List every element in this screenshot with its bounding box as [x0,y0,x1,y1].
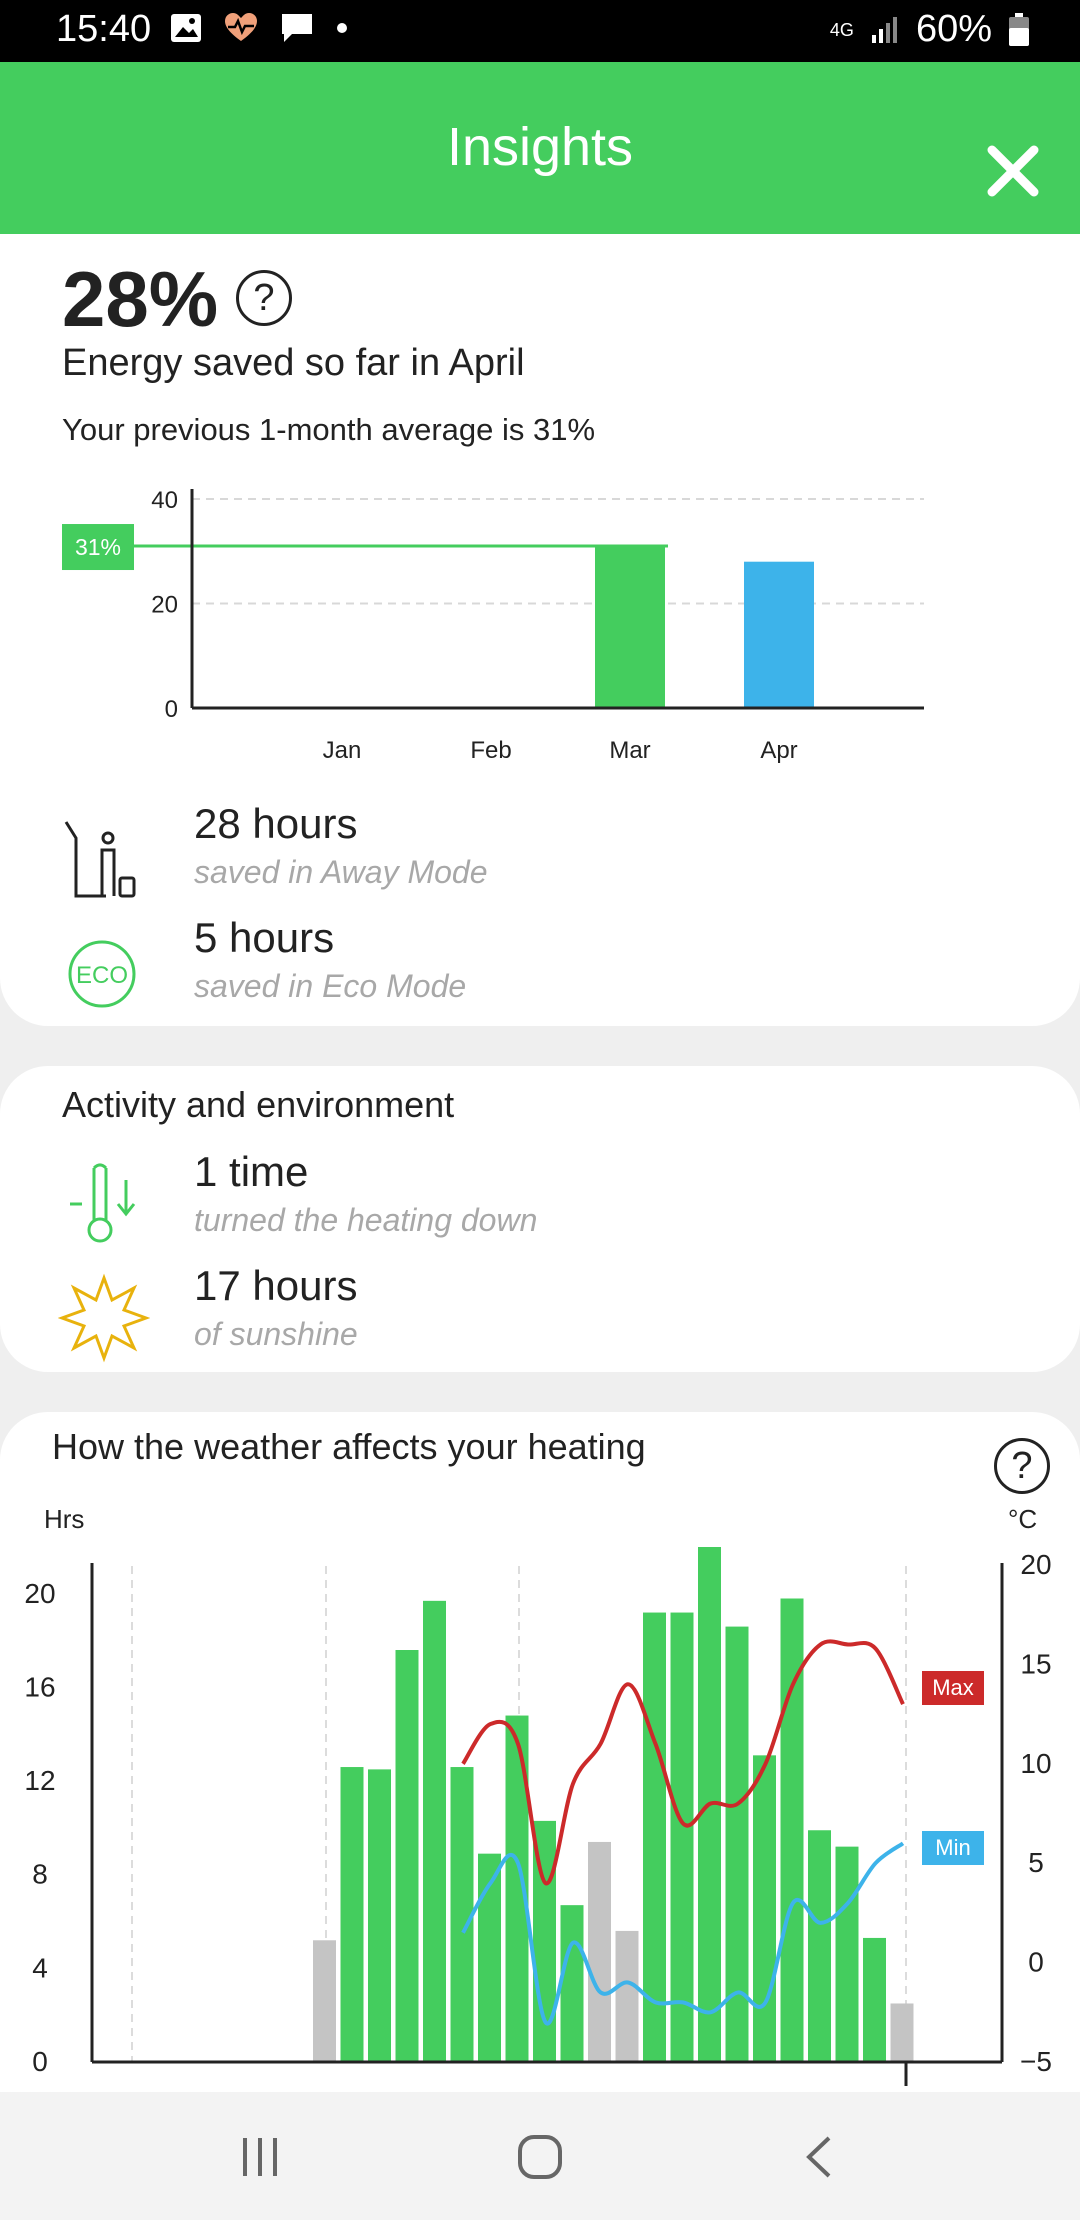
hours-bar [670,1612,694,2062]
temperature-axis-unit: °C [1008,1504,1038,1534]
status-bar: 15:40 4G 60% [0,0,1080,62]
min-label-bg [922,1831,984,1865]
right-tick-label: 15 [1020,1648,1051,1679]
eco-mode-stat: ECO 5 hours saved in Eco Mode [0,914,1080,1024]
energy-headline: Energy saved so far in April [62,342,525,384]
message-icon [282,14,312,42]
activity-title: Activity and environment [62,1084,455,1125]
min-temperature-line [461,1841,905,2026]
hours-bar [615,1930,639,2062]
notification-icons [170,12,348,44]
sunshine-stat: 17 hours of sunshine [0,1262,1080,1372]
page-title: Insights [446,117,634,177]
activity-card: Activity and environment 1 time turned t… [0,1066,1080,1372]
bar-apr [744,561,814,708]
left-tick-label: 0 [32,2046,48,2077]
hours-bar [588,1841,611,2062]
heating-down-value: 1 time [194,1148,309,1195]
heating-down-stat: 1 time turned the heating down [0,1148,1080,1258]
energy-card: 28% ? Energy saved so far in April Your … [0,234,1080,1026]
hours-bar [395,1650,419,2062]
thermometer-down-icon [70,1163,136,1243]
hours-bar [890,2003,914,2062]
heating-down-label: turned the heating down [194,1202,538,1238]
hours-bar [505,1715,529,2062]
weather-title: How the weather affects your heating [52,1426,646,1467]
hours-bar [478,1853,501,2062]
left-tick-label: 8 [32,1859,48,1890]
right-tick-label: 20 [1020,1549,1051,1580]
eco-mode-value: 5 hours [194,914,335,961]
close-icon [987,145,1039,197]
average-label-bg [62,524,134,571]
hours-bar [753,1755,776,2062]
weather-help-button[interactable]: ? [994,1438,1050,1494]
x-tick-label: Apr [760,737,797,764]
help-button[interactable]: ? [236,270,292,326]
hours-bar [808,1830,831,2062]
right-tick-label: 10 [1020,1748,1051,1779]
away-mode-stat: 28 hours saved in Away Mode [0,800,1080,910]
energy-saved-percent: 28% [62,255,219,343]
hours-bar [780,1598,804,2062]
battery-icon [1009,12,1029,46]
max-temperature-line [461,1639,905,1886]
monthly-savings-chart: 0 20 40 Jan Feb Mar Apr 31% [62,487,924,764]
average-label: 31% [75,534,121,560]
hours-bar [368,1769,391,2062]
sun-icon [58,1273,150,1363]
away-mode-value: 28 hours [194,800,358,847]
app-bar: Insights [0,62,1080,234]
navigation-bar [0,2092,1080,2220]
hours-bar [725,1626,749,2062]
right-tick-label: 5 [1028,1847,1044,1878]
y-tick-label: 40 [151,487,178,514]
bar-mar [595,546,665,708]
away-mode-label: saved in Away Mode [194,854,488,890]
energy-subline: Your previous 1-month average is 31% [62,412,596,447]
y-tick-label: 20 [151,592,178,619]
home-button[interactable] [515,2132,565,2182]
max-label: Max [932,1675,974,1700]
battery-percent: 60% [915,8,992,50]
sunshine-value: 17 hours [194,1262,358,1309]
right-tick-label: −5 [1020,2046,1052,2077]
y-tick-label: 0 [165,696,178,723]
x-tick-label: Feb [470,737,511,764]
hours-bar [863,1937,886,2062]
hours-bar [450,1767,474,2062]
weather-card: How the weather affects your heating ? H… [0,1412,1080,2112]
hours-bar [835,1846,859,2062]
max-label-bg [922,1671,984,1705]
health-icon [225,13,257,41]
close-button[interactable] [984,142,1042,200]
hours-bar [313,1940,336,2062]
x-tick-label: Jan [323,737,362,764]
hours-bar [560,1905,584,2062]
recent-apps-button[interactable] [235,2132,285,2182]
eco-icon: ECO [68,940,136,1008]
hours-bar [423,1600,446,2062]
away-mode-icon [64,821,136,898]
signal-icon [871,16,897,43]
x-tick-label: Mar [609,737,650,764]
dot-icon [337,23,347,33]
eco-mode-label: saved in Eco Mode [194,968,467,1004]
left-tick-label: 4 [32,1952,48,1983]
status-time: 15:40 [56,8,152,50]
network-type: 4G [829,19,854,40]
left-tick-label: 16 [24,1671,55,1702]
hours-bar [340,1767,364,2062]
min-label: Min [935,1835,970,1860]
sunshine-label: of sunshine [194,1316,358,1352]
left-tick-label: 12 [24,1765,55,1796]
right-tick-label: 0 [1028,1947,1044,1978]
eco-icon-text: ECO [76,962,128,989]
weather-heating-chart: Max Min 0 4 8 12 16 20 −5 0 5 10 15 20 [24,1547,1052,2086]
left-tick-label: 20 [24,1578,55,1609]
image-icon [171,14,201,42]
back-button[interactable] [795,2132,845,2182]
status-right: 4G 60% [830,8,1030,51]
hours-axis-unit: Hrs [44,1504,85,1534]
